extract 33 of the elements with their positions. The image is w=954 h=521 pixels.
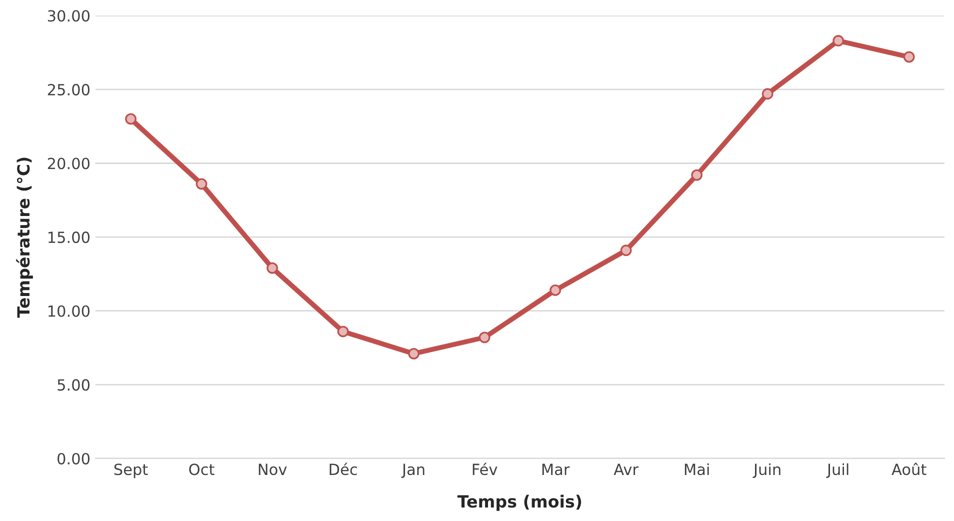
point bbox=[337, 326, 349, 338]
point bbox=[478, 332, 490, 344]
point bbox=[832, 35, 844, 46]
y-tick-label: 20.00 bbox=[48, 158, 90, 170]
point bbox=[125, 113, 136, 125]
x-tick-label: Déc bbox=[330, 462, 357, 476]
y-tick-label: 25.00 bbox=[48, 84, 90, 96]
point bbox=[550, 284, 562, 296]
y-tick-label: 0.00 bbox=[58, 452, 90, 464]
point bbox=[408, 348, 420, 360]
x-tick-label: Mai bbox=[684, 463, 709, 476]
x-tick-label: Fév bbox=[472, 462, 498, 476]
point bbox=[691, 169, 703, 181]
point bbox=[266, 262, 278, 274]
x-tick-label: Nov bbox=[258, 464, 287, 476]
y-tick-label: 10.00 bbox=[48, 305, 90, 317]
x-axis-title: Temps (mois) bbox=[457, 494, 582, 511]
x-tick-label: Août bbox=[892, 462, 926, 476]
x-tick-label: Oct bbox=[189, 464, 214, 476]
point bbox=[903, 51, 915, 63]
x-tick-label: Sept bbox=[114, 464, 148, 478]
y-tick-label: 30.00 bbox=[48, 10, 90, 22]
point bbox=[620, 244, 632, 256]
y-tick-label: 15.00 bbox=[48, 232, 90, 244]
point bbox=[196, 178, 208, 190]
x-tick-label: Mar bbox=[542, 464, 570, 476]
x-tick-label: Avr bbox=[614, 464, 638, 475]
y-axis-title: Température (°C) bbox=[16, 158, 33, 318]
x-tick-label: Juil bbox=[826, 463, 848, 478]
x-tick-label: Juin bbox=[752, 463, 780, 478]
x-tick-label: Jan bbox=[401, 464, 424, 478]
point bbox=[762, 88, 774, 100]
y-tick-label: 5.00 bbox=[58, 379, 90, 391]
